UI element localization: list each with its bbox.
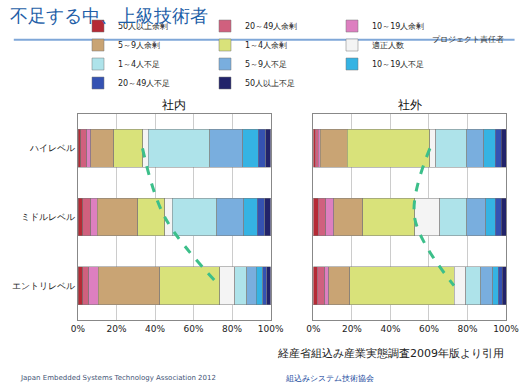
svg-text:0%: 0% — [71, 324, 86, 334]
svg-text:80%: 80% — [222, 324, 242, 334]
svg-text:適正人数: 適正人数 — [372, 41, 404, 50]
svg-text:40%: 40% — [380, 324, 400, 334]
svg-text:100%: 100% — [258, 324, 284, 334]
svg-text:80%: 80% — [457, 324, 477, 334]
svg-text:5～9人不足: 5～9人不足 — [245, 60, 287, 69]
svg-text:不足する中、上級技術者: 不足する中、上級技術者 — [10, 5, 208, 26]
svg-text:20～49人不足: 20～49人不足 — [118, 79, 170, 88]
svg-text:100%: 100% — [493, 324, 519, 334]
svg-text:20%: 20% — [107, 324, 127, 334]
svg-text:社内: 社内 — [162, 98, 186, 112]
svg-text:40%: 40% — [145, 324, 165, 334]
svg-text:20～49人余剰: 20～49人余剰 — [245, 22, 297, 31]
svg-text:60%: 60% — [184, 324, 204, 334]
svg-text:社外: 社外 — [398, 98, 422, 112]
svg-text:10～19人不足: 10～19人不足 — [372, 60, 424, 69]
svg-text:ハイレベル: ハイレベル — [29, 143, 75, 153]
svg-text:5～9人余剰: 5～9人余剰 — [118, 41, 160, 50]
svg-text:経産省組込み産業実態調査2009年版より引用: 経産省組込み産業実態調査2009年版より引用 — [277, 347, 504, 360]
svg-text:1～4人不足: 1～4人不足 — [118, 60, 160, 69]
svg-text:プロジェクト責任者: プロジェクト責任者 — [432, 35, 504, 44]
svg-text:0%: 0% — [306, 324, 321, 334]
svg-text:組込みシステム技術協会: 組込みシステム技術協会 — [285, 374, 374, 383]
svg-text:Japan Embedded Systems Technol: Japan Embedded Systems Technology Associ… — [20, 374, 216, 382]
svg-text:エントリレベル: エントリレベル — [12, 281, 75, 291]
svg-text:50人以上不足: 50人以上不足 — [245, 79, 295, 88]
svg-text:ミドルレベル: ミドルレベル — [21, 212, 75, 222]
svg-text:50人以上余剰: 50人以上余剰 — [118, 22, 168, 31]
svg-text:60%: 60% — [419, 324, 439, 334]
svg-text:1～4人余剰: 1～4人余剰 — [245, 41, 287, 50]
svg-text:20%: 20% — [342, 324, 362, 334]
svg-text:10～19人余剰: 10～19人余剰 — [372, 22, 424, 31]
